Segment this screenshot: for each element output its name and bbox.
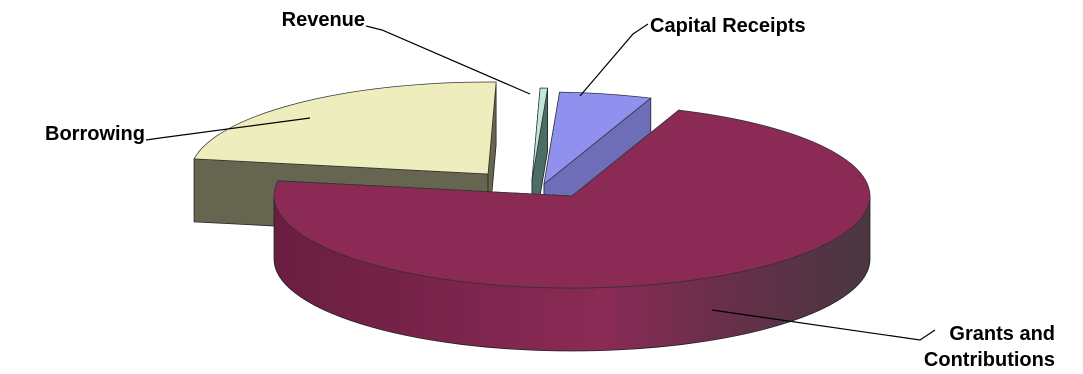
slice-label-grants-and-contributions-line-2: Contributions (924, 349, 1055, 371)
slice-label-capital-receipts: Capital Receipts (650, 15, 806, 37)
pie-slice-top-borrowing (193, 81, 497, 175)
leader-line-capital-receipts (579, 23, 649, 97)
slice-label-borrowing: Borrowing (45, 123, 145, 145)
pie-slice-top-capital-receipts (543, 91, 652, 185)
pie-slice-grants-and-contributions (273, 109, 871, 352)
pie-slice-top-grants-and-contributions (273, 109, 871, 289)
leader-line-borrowing (145, 117, 311, 141)
leader-line-revenue (365, 25, 531, 95)
pie-slice-top-revenue (531, 87, 549, 181)
leader-line-grants-and-contributions (711, 309, 936, 341)
slice-label-revenue: Revenue (282, 9, 365, 31)
slice-label-grants-and-contributions-line-1: Grants and (949, 323, 1055, 345)
